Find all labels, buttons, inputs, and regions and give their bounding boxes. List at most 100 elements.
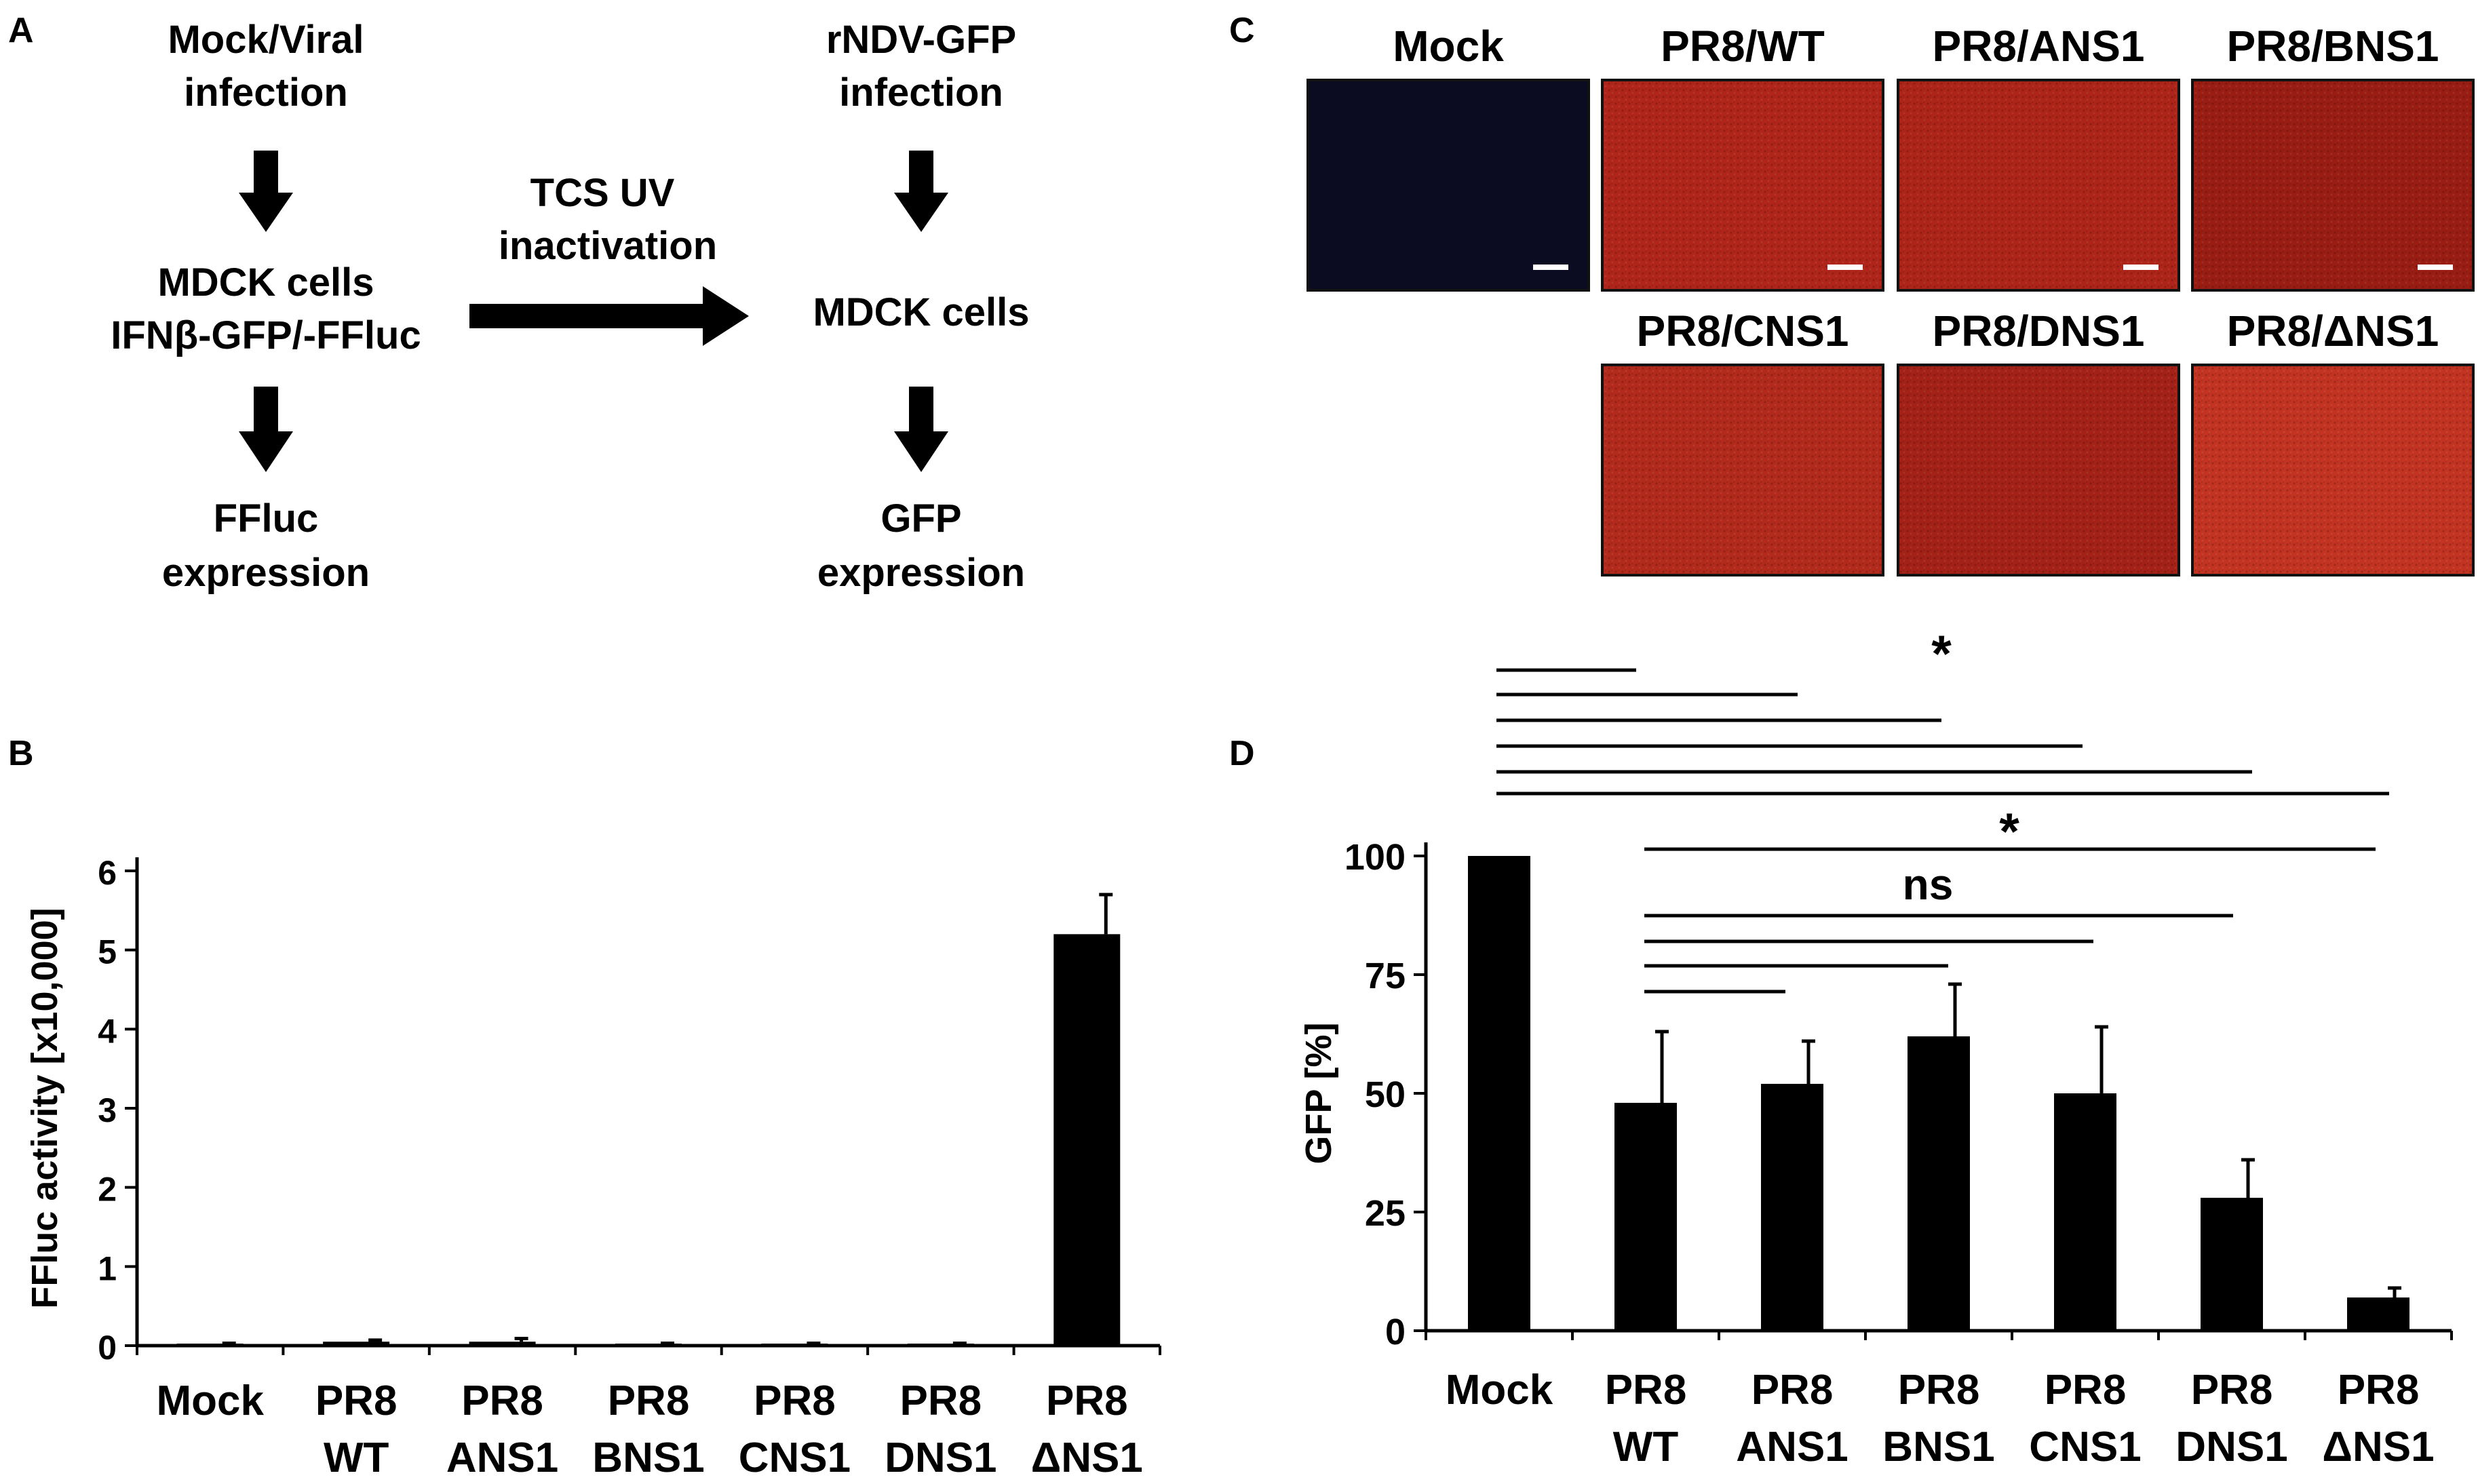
right-step-1-line-2: infection [839,71,1003,115]
category-label: PR8 [315,1378,398,1424]
significance-label: * [1931,625,1952,683]
y-tick-label: 3 [98,1091,117,1129]
panel-label-c: C [1229,11,1255,50]
micrograph-label: PR8/ΔNS1 [2227,307,2439,355]
y-axis-label: FFluc activity [x10,000] [24,907,65,1308]
category-label: BNS1 [592,1434,704,1481]
flowchart-panel: Mock/Viral infection MDCK cells IFNβ-GFP… [111,18,1029,595]
category-label: PR8 [2045,1367,2127,1413]
micrograph-label: PR8/WT [1661,22,1825,71]
micrograph-texture [1899,366,2177,574]
category-label: PR8 [1046,1378,1128,1424]
left-step-2-line-1: MDCK cells [157,260,374,305]
y-tick-label: 1 [98,1249,117,1287]
right-step-3-line-1: GFP [880,496,961,541]
micrograph-image [1306,79,1590,292]
category-label: PR8 [608,1378,690,1424]
category-label: PR8 [2338,1367,2420,1413]
category-label: PR8 [1605,1367,1687,1413]
y-tick-label: 0 [1385,1312,1406,1352]
scale-bar [1827,265,1863,270]
category-label: PR8 [2191,1367,2273,1413]
micrograph-texture [1604,81,1882,289]
panel-label-a: A [8,11,34,50]
y-tick-label: 50 [1365,1074,1406,1115]
category-label: ΔNS1 [1031,1434,1143,1481]
category-label: PR8 [754,1378,836,1424]
right-arrow-icon [469,286,749,346]
right-step-3-line-2: expression [817,551,1025,595]
micrograph-texture [2194,366,2472,574]
category-label: CNS1 [739,1434,851,1481]
down-arrow-icon [239,387,293,472]
y-tick-label: 25 [1365,1193,1406,1234]
y-tick-label: 6 [98,854,117,892]
y-tick-label: 2 [98,1171,117,1209]
right-step-1-line-1: rNDV-GFP [826,18,1016,62]
category-label: DNS1 [2175,1424,2287,1470]
left-step-2-line-2: IFNβ-GFP/-FFluc [111,313,421,357]
micrograph-texture [1899,81,2177,289]
middle-label-line-1: TCS UV [530,171,675,215]
bar [1053,934,1121,1346]
micrograph-label: PR8/ANS1 [1933,22,2145,71]
y-tick-label: 75 [1365,956,1406,996]
bar [176,1344,244,1346]
bar [615,1344,682,1346]
scale-bar [2123,265,2158,270]
micrograph-label: PR8/BNS1 [2227,22,2439,71]
bar [1468,856,1530,1331]
down-arrow-icon [894,387,948,472]
scale-bar [1533,265,1568,270]
bar [1614,1103,1677,1331]
bar [1908,1036,1970,1331]
category-label: PR8 [1898,1367,1980,1413]
down-arrow-icon [894,151,948,232]
ffluc-bar-chart: 0 1 2 3 4 5 6 Mock PR8 WT PR8 ANS1 PR8 BNS1 PR8 CNS1 PR8… [24,854,1161,1481]
category-label: ΔNS1 [2322,1424,2434,1470]
panel-label-b: B [8,734,34,773]
y-tick-label: 5 [98,933,117,971]
micrograph-label: PR8/CNS1 [1637,307,1849,355]
bar [2347,1297,2409,1331]
y-axis-label: GFP [%] [1298,1022,1339,1164]
category-label: WT [324,1434,389,1481]
left-step-3-line-2: expression [162,551,370,595]
bar [1761,1084,1823,1331]
y-tick-label: 4 [98,1012,117,1050]
down-arrow-icon [239,151,293,232]
left-step-1-line-2: infection [184,71,348,115]
micrograph-panel: Mock PR8/WT PR8/ANS1 PR8/BNS1 PR8/CNS1 PR8/DN… [1306,22,2475,577]
middle-label-line-2: inactivation [499,224,717,268]
bar [761,1344,828,1346]
y-tick-label: 100 [1344,837,1406,878]
category-label: BNS1 [1882,1424,1994,1470]
category-label: PR8 [461,1378,543,1424]
micrograph-texture [2194,81,2472,289]
category-label: WT [1613,1424,1679,1470]
category-label: ANS1 [446,1434,558,1481]
bar [323,1342,390,1346]
bar [2201,1198,2263,1331]
category-label: Mock [1446,1367,1553,1413]
significance-label: * [1999,803,2019,861]
gfp-bar-chart: 0 25 50 75 100 Mock PR8 WT PR8 ANS1 PR8 BNS1 PR8 CNS1… [1298,625,2453,1470]
scale-bar [2418,265,2453,270]
bar [907,1344,974,1346]
micrograph-label: PR8/DNS1 [1933,307,2145,355]
left-step-1-line-1: Mock/Viral [168,18,364,62]
bar [2054,1093,2116,1331]
left-step-3-line-1: FFluc [214,496,319,541]
panel-label-d: D [1229,734,1255,773]
category-label: Mock [156,1378,264,1424]
bar [469,1342,536,1346]
y-tick-label: 0 [98,1329,117,1367]
category-label: PR8 [900,1378,982,1424]
right-step-2-line-1: MDCK cells [813,290,1029,334]
significance-label: ns [1903,860,1954,909]
category-label: DNS1 [885,1434,996,1481]
category-label: CNS1 [2029,1424,2141,1470]
micrograph-label: Mock [1393,22,1504,71]
micrograph-texture [1604,366,1882,574]
